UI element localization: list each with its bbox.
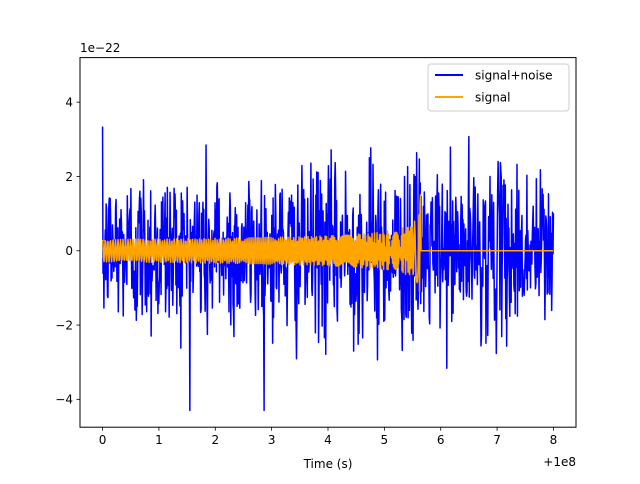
x-axis-ticks: 0 1 2 3 4 5 6 7 8 xyxy=(99,427,558,447)
x-tick-label: 2 xyxy=(211,433,219,447)
y-tick-label: 0 xyxy=(65,244,73,258)
y-tick-label: −4 xyxy=(55,393,73,407)
x-tick-label: 1 xyxy=(155,433,163,447)
y-axis-ticks: −4 −2 0 2 4 xyxy=(55,95,80,407)
x-tick-label: 8 xyxy=(550,433,558,447)
x-tick-label: 7 xyxy=(493,433,501,447)
y-tick-label: −2 xyxy=(55,318,73,332)
x-tick-label: 0 xyxy=(99,433,107,447)
x-offset-label: +1e8 xyxy=(543,455,576,469)
legend: signal+noise signal xyxy=(427,63,570,112)
x-tick-label: 4 xyxy=(324,433,332,447)
signal-noise-series-layer xyxy=(101,126,555,412)
x-tick-label: 6 xyxy=(437,433,445,447)
y-tick-label: 2 xyxy=(65,170,73,184)
legend-box xyxy=(427,63,570,112)
legend-label-signal: signal xyxy=(475,91,511,105)
signal-line xyxy=(101,194,554,293)
y-tick-label: 4 xyxy=(65,95,73,109)
signal-series-layer xyxy=(101,194,554,293)
signal-noise-line xyxy=(101,126,555,412)
legend-label-signal-noise: signal+noise xyxy=(475,69,552,83)
x-tick-label: 3 xyxy=(268,433,276,447)
x-axis-label: Time (s) xyxy=(303,457,353,471)
y-exponent-label: 1e−22 xyxy=(80,41,120,55)
x-tick-label: 5 xyxy=(381,433,389,447)
